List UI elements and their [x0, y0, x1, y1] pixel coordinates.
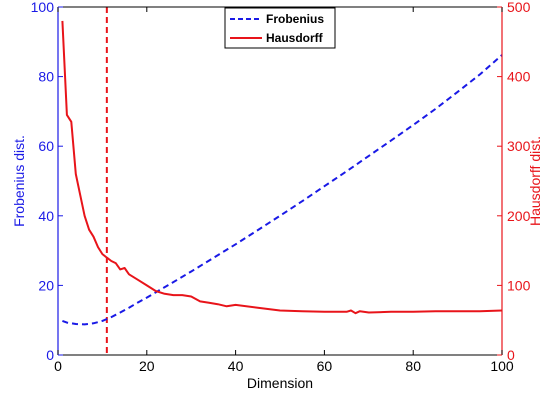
right-y-tick-label: 300 — [507, 138, 531, 154]
plot-frame — [57, 6, 503, 356]
left-y-tick-label: 100 — [31, 0, 55, 15]
right-y-tick-label: 500 — [507, 0, 531, 15]
legend-box — [224, 7, 336, 49]
x-tick-label: 20 — [139, 358, 155, 374]
x-tick-label: 0 — [54, 358, 62, 374]
right-y-axis-label: Hausdorff dist. — [527, 136, 543, 226]
left-y-tick-label: 60 — [38, 138, 54, 154]
x-tick-label: 60 — [317, 358, 333, 374]
right-y-tick-label: 0 — [507, 347, 515, 363]
right-y-tick-label: 100 — [507, 277, 531, 293]
right-y-tick-label: 200 — [507, 208, 531, 224]
legend-frobenius-label: Frobenius — [266, 12, 324, 26]
left-y-tick-label: 40 — [38, 208, 54, 224]
series-layer — [61, 7, 502, 355]
legend: Frobenius Hausdorff — [224, 7, 336, 49]
x-tick-label: 100 — [490, 358, 514, 374]
left-y-tick-label: 20 — [38, 277, 54, 293]
left-y-tick-label: 80 — [38, 69, 54, 85]
legend-hausdorff-label: Hausdorff — [266, 31, 324, 45]
x-tick-label: 80 — [405, 358, 421, 374]
left-y-axis-label: Frobenius dist. — [11, 135, 27, 227]
x-tick-label: 40 — [228, 358, 244, 374]
right-y-tick-label: 400 — [507, 69, 531, 85]
left-y-tick-label: 0 — [46, 347, 54, 363]
series-line-hausdorff — [61, 20, 502, 315]
series-line-frobenius — [62, 54, 502, 326]
x-axis-label: Dimension — [247, 375, 313, 391]
